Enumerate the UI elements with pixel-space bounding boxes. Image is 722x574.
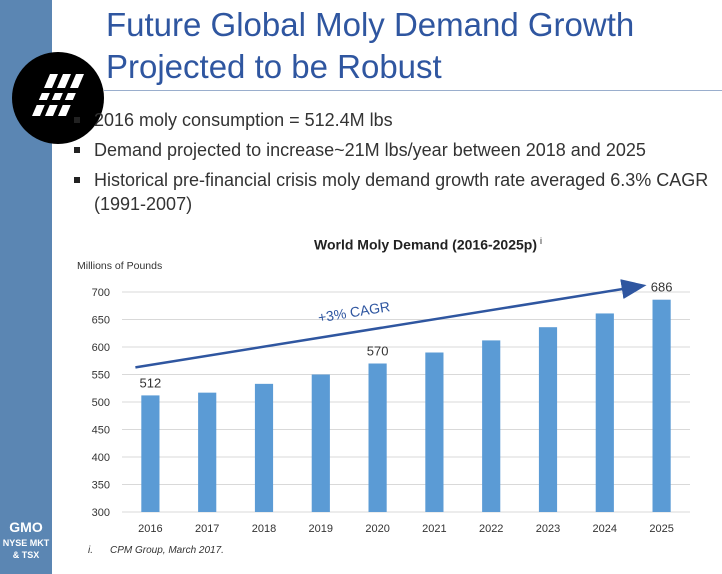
y-tick-label: 650	[92, 315, 110, 327]
bar-2023	[538, 327, 558, 512]
slide-title-line-1: Future Global Moly Demand Growth	[106, 6, 635, 43]
chart-title-footnote-marker: i	[540, 236, 543, 246]
y-tick-label: 300	[92, 507, 110, 519]
exchange-label: NYSE MKT	[2, 538, 50, 548]
title-divider	[104, 90, 722, 91]
footnote: i. CPM Group, March 2017.	[88, 545, 224, 556]
x-tick-label: 2018	[252, 523, 276, 535]
x-tick-label: 2023	[536, 523, 560, 535]
ticker-symbol: GMO	[9, 519, 43, 535]
bullet-item: Demand projected to increase~21M lbs/yea…	[70, 138, 710, 162]
x-tick-label: 2016	[138, 523, 162, 535]
cagr-annotation: +3% CAGR	[317, 298, 391, 325]
x-tick-label: 2022	[479, 523, 503, 535]
data-label-2020: 570	[367, 344, 389, 359]
bar-2019	[311, 374, 330, 512]
data-label-2016: 512	[140, 375, 162, 390]
x-tick-label: 2024	[593, 523, 617, 535]
slide-title: Future Global Moly Demand Growth Project…	[106, 4, 716, 88]
x-tick-label: 2017	[195, 523, 219, 535]
footnote-text: CPM Group, March 2017.	[110, 545, 224, 556]
bar-2024	[595, 313, 614, 512]
y-tick-label: 400	[92, 452, 110, 464]
cagr-trend-arrow	[135, 279, 647, 369]
data-label-2025: 686	[651, 280, 673, 295]
y-tick-label: 550	[92, 370, 110, 382]
bar-2017	[198, 392, 217, 512]
bullet-list: 2016 moly consumption = 512.4M lbs Deman…	[70, 108, 710, 222]
bar-2022	[482, 340, 501, 512]
x-tick-label: 2019	[309, 523, 333, 535]
footnote-marker: i.	[88, 545, 93, 556]
exchange-label: & TSX	[12, 550, 40, 560]
y-tick-label: 450	[92, 425, 110, 437]
y-tick-label: 700	[92, 287, 110, 299]
slide-title-line-2: Projected to be Robust	[106, 48, 442, 85]
bullet-item: Historical pre-financial crisis moly dem…	[70, 168, 710, 216]
bar-2025	[652, 299, 671, 512]
bar-2016	[141, 395, 160, 512]
bullet-item: 2016 moly consumption = 512.4M lbs	[70, 108, 710, 132]
x-tick-label: 2020	[365, 523, 389, 535]
chart-title: World Moly Demand (2016-2025p) i	[258, 236, 598, 253]
y-axis-title: Millions of Pounds	[77, 260, 162, 272]
y-tick-label: 600	[92, 342, 110, 354]
x-tick-label: 2021	[422, 523, 446, 535]
x-tick-label: 2025	[649, 523, 673, 535]
chart-title-text: World Moly Demand (2016-2025p)	[313, 236, 538, 253]
bar-2021	[425, 352, 444, 512]
y-tick-label: 350	[92, 480, 110, 492]
y-tick-label: 500	[92, 397, 110, 409]
bar-2020	[368, 363, 387, 512]
bar-2018	[254, 383, 274, 512]
company-logo	[12, 52, 104, 144]
moly-demand-bar-chart: Millions of Pounds 300 350 400 450 500 550 600 6…	[77, 260, 690, 535]
